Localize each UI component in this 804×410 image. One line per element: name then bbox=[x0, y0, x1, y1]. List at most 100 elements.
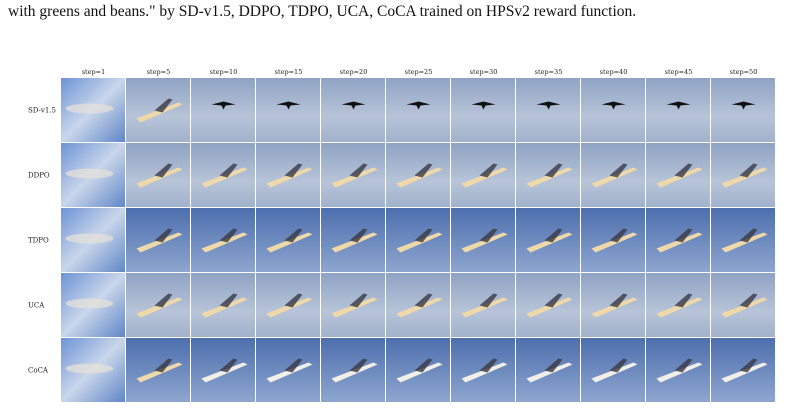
plane-wing bbox=[739, 293, 758, 308]
plane-shape bbox=[136, 102, 183, 123]
plane-shape bbox=[136, 362, 183, 383]
plane-wing bbox=[479, 228, 498, 243]
column-label: step=10 bbox=[210, 68, 238, 76]
image-tile bbox=[451, 143, 515, 207]
plane-silhouette bbox=[666, 101, 691, 110]
image-tile bbox=[646, 338, 710, 402]
image-tile bbox=[321, 78, 385, 142]
plane-shape bbox=[656, 167, 703, 188]
image-tile bbox=[516, 143, 580, 207]
column-label: step=50 bbox=[730, 68, 758, 76]
plane-shape bbox=[461, 232, 508, 253]
tile-background bbox=[191, 78, 255, 142]
blur-streak bbox=[65, 233, 114, 244]
row-label: CoCA bbox=[28, 367, 49, 375]
image-tile bbox=[61, 78, 125, 142]
plane-shape bbox=[591, 362, 638, 383]
plane-shape bbox=[201, 297, 248, 318]
plane-wing bbox=[414, 228, 433, 243]
image-tile bbox=[126, 273, 190, 337]
plane-shape bbox=[396, 232, 443, 253]
plane-wing bbox=[349, 228, 368, 243]
image-tile bbox=[711, 208, 775, 272]
plane-wing bbox=[349, 163, 368, 178]
plane-wing bbox=[609, 358, 628, 373]
tile-background bbox=[451, 78, 515, 142]
plane-shape bbox=[526, 232, 573, 253]
tile-background bbox=[646, 78, 710, 142]
plane-shape bbox=[136, 232, 183, 253]
plane-wing bbox=[219, 358, 238, 373]
plane-shape bbox=[721, 232, 768, 253]
plane-wing bbox=[479, 293, 498, 308]
plane-wing bbox=[674, 358, 693, 373]
image-tile bbox=[386, 78, 450, 142]
blur-streak bbox=[65, 363, 114, 374]
image-tile bbox=[581, 273, 645, 337]
image-tile bbox=[516, 273, 580, 337]
image-tile bbox=[256, 338, 320, 402]
plane-shape bbox=[396, 297, 443, 318]
row-label: UCA bbox=[28, 302, 45, 310]
plane-wing bbox=[544, 293, 563, 308]
image-tile bbox=[451, 273, 515, 337]
image-tile bbox=[126, 208, 190, 272]
plane-shape bbox=[526, 167, 573, 188]
plane-wing bbox=[739, 358, 758, 373]
plane-shape bbox=[656, 232, 703, 253]
plane-shape bbox=[331, 362, 378, 383]
caption: with greens and beans." by SD-v1.5, DDPO… bbox=[8, 3, 637, 20]
plane-shape bbox=[656, 297, 703, 318]
image-tile bbox=[126, 143, 190, 207]
image-tile bbox=[646, 273, 710, 337]
row-label: SD-v1.5 bbox=[28, 107, 56, 115]
plane-wing bbox=[284, 163, 303, 178]
plane-silhouette bbox=[341, 101, 366, 110]
plane-wing bbox=[219, 293, 238, 308]
plane-shape bbox=[591, 297, 638, 318]
plane-wing bbox=[674, 228, 693, 243]
tile-background bbox=[256, 78, 320, 142]
column-label: step=40 bbox=[600, 68, 628, 76]
plane-shape bbox=[721, 297, 768, 318]
plane-wing bbox=[154, 358, 173, 373]
plane-wing bbox=[349, 293, 368, 308]
plane-wing bbox=[414, 358, 433, 373]
plane-shape bbox=[266, 167, 313, 188]
plane-wing bbox=[154, 228, 173, 243]
column-label: step=25 bbox=[405, 68, 433, 76]
plane-shape bbox=[461, 362, 508, 383]
plane-silhouette bbox=[471, 101, 496, 110]
plane-wing bbox=[284, 358, 303, 373]
plane-shape bbox=[396, 362, 443, 383]
plane-shape bbox=[266, 297, 313, 318]
plane-shape bbox=[136, 297, 183, 318]
plane-shape bbox=[721, 362, 768, 383]
blur-streak bbox=[65, 168, 114, 179]
plane-silhouette bbox=[406, 101, 431, 110]
column-label: step=5 bbox=[147, 68, 171, 76]
image-tile bbox=[191, 78, 255, 142]
plane-shape bbox=[656, 362, 703, 383]
image-tile bbox=[581, 208, 645, 272]
plane-wing bbox=[544, 163, 563, 178]
plane-wing bbox=[674, 163, 693, 178]
image-tile bbox=[581, 78, 645, 142]
tile-background bbox=[386, 78, 450, 142]
image-tile bbox=[516, 338, 580, 402]
image-tile bbox=[61, 208, 125, 272]
plane-wing bbox=[479, 358, 498, 373]
plane-shape bbox=[331, 232, 378, 253]
column-label: step=30 bbox=[470, 68, 498, 76]
plane-shape bbox=[266, 362, 313, 383]
plane-shape bbox=[266, 232, 313, 253]
image-tile bbox=[386, 143, 450, 207]
image-tile bbox=[191, 273, 255, 337]
plane-shape bbox=[331, 297, 378, 318]
tile-background bbox=[581, 78, 645, 142]
plane-wing bbox=[219, 163, 238, 178]
image-tile bbox=[386, 338, 450, 402]
plane-wing bbox=[284, 228, 303, 243]
plane-shape bbox=[591, 167, 638, 188]
